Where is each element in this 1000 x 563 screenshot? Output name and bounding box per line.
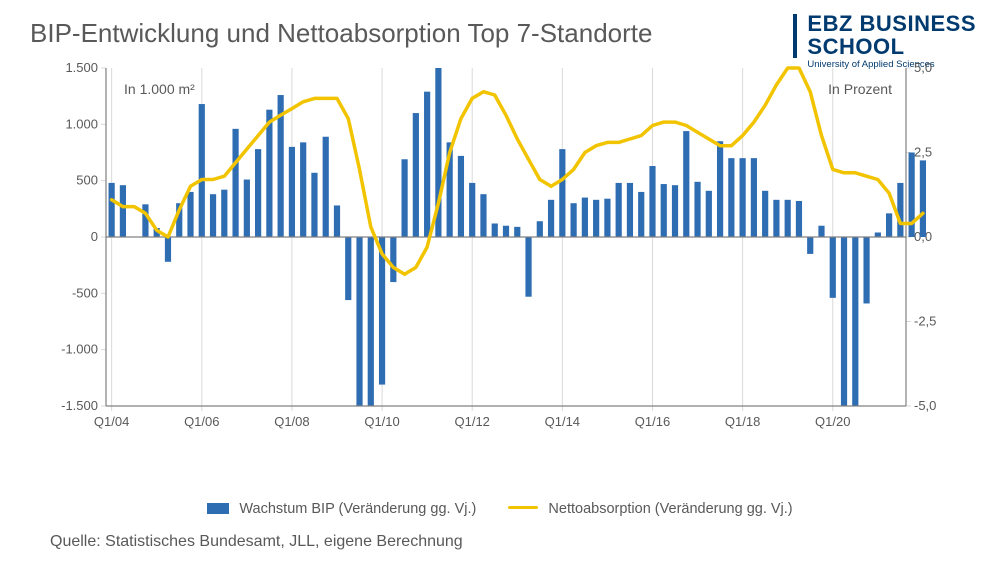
- svg-text:Q1/20: Q1/20: [815, 414, 850, 429]
- svg-text:-5,0: -5,0: [914, 398, 936, 413]
- legend-item-bar: Wachstum BIP (Veränderung gg. Vj.): [207, 501, 476, 517]
- svg-text:-2,5: -2,5: [914, 314, 936, 329]
- svg-text:500: 500: [76, 173, 98, 188]
- svg-text:-1.500: -1.500: [61, 398, 98, 413]
- chart-svg: -1.500-1.000-50005001.0001.500-5,0-2,50,…: [50, 62, 960, 462]
- logo-accent-bar: [793, 14, 797, 58]
- svg-text:-500: -500: [72, 285, 98, 300]
- svg-text:Q1/14: Q1/14: [545, 414, 580, 429]
- svg-text:In 1.000 m²: In 1.000 m²: [124, 81, 195, 97]
- svg-text:Q1/08: Q1/08: [274, 414, 309, 429]
- svg-text:Q1/18: Q1/18: [725, 414, 760, 429]
- svg-text:In Prozent: In Prozent: [828, 81, 892, 97]
- legend: Wachstum BIP (Veränderung gg. Vj.) Netto…: [0, 501, 1000, 517]
- svg-text:Q1/06: Q1/06: [184, 414, 219, 429]
- logo-line1: EBZ BUSINESS: [807, 12, 976, 35]
- legend-item-line: Nettoabsorption (Veränderung gg. Vj.): [508, 501, 792, 517]
- svg-text:0: 0: [91, 229, 98, 244]
- svg-text:Q1/04: Q1/04: [94, 414, 129, 429]
- svg-text:Q1/16: Q1/16: [635, 414, 670, 429]
- legend-line-label: Nettoabsorption (Veränderung gg. Vj.): [548, 501, 792, 517]
- legend-swatch-bar: [207, 503, 229, 514]
- svg-text:Q1/10: Q1/10: [364, 414, 399, 429]
- svg-text:Q1/12: Q1/12: [454, 414, 489, 429]
- chart-area: -1.500-1.000-50005001.0001.500-5,0-2,50,…: [50, 62, 960, 462]
- svg-text:-1.000: -1.000: [61, 342, 98, 357]
- logo-line2: SCHOOL: [807, 35, 976, 58]
- svg-text:1.500: 1.500: [65, 62, 98, 75]
- legend-swatch-line: [508, 506, 538, 509]
- legend-bar-label: Wachstum BIP (Veränderung gg. Vj.): [239, 501, 476, 517]
- svg-text:5,0: 5,0: [914, 62, 932, 75]
- chart-title: BIP-Entwicklung und Nettoabsorption Top …: [30, 18, 652, 49]
- svg-text:2,5: 2,5: [914, 145, 932, 160]
- svg-text:1.000: 1.000: [65, 116, 98, 131]
- source-text: Quelle: Statistisches Bundesamt, JLL, ei…: [50, 533, 463, 551]
